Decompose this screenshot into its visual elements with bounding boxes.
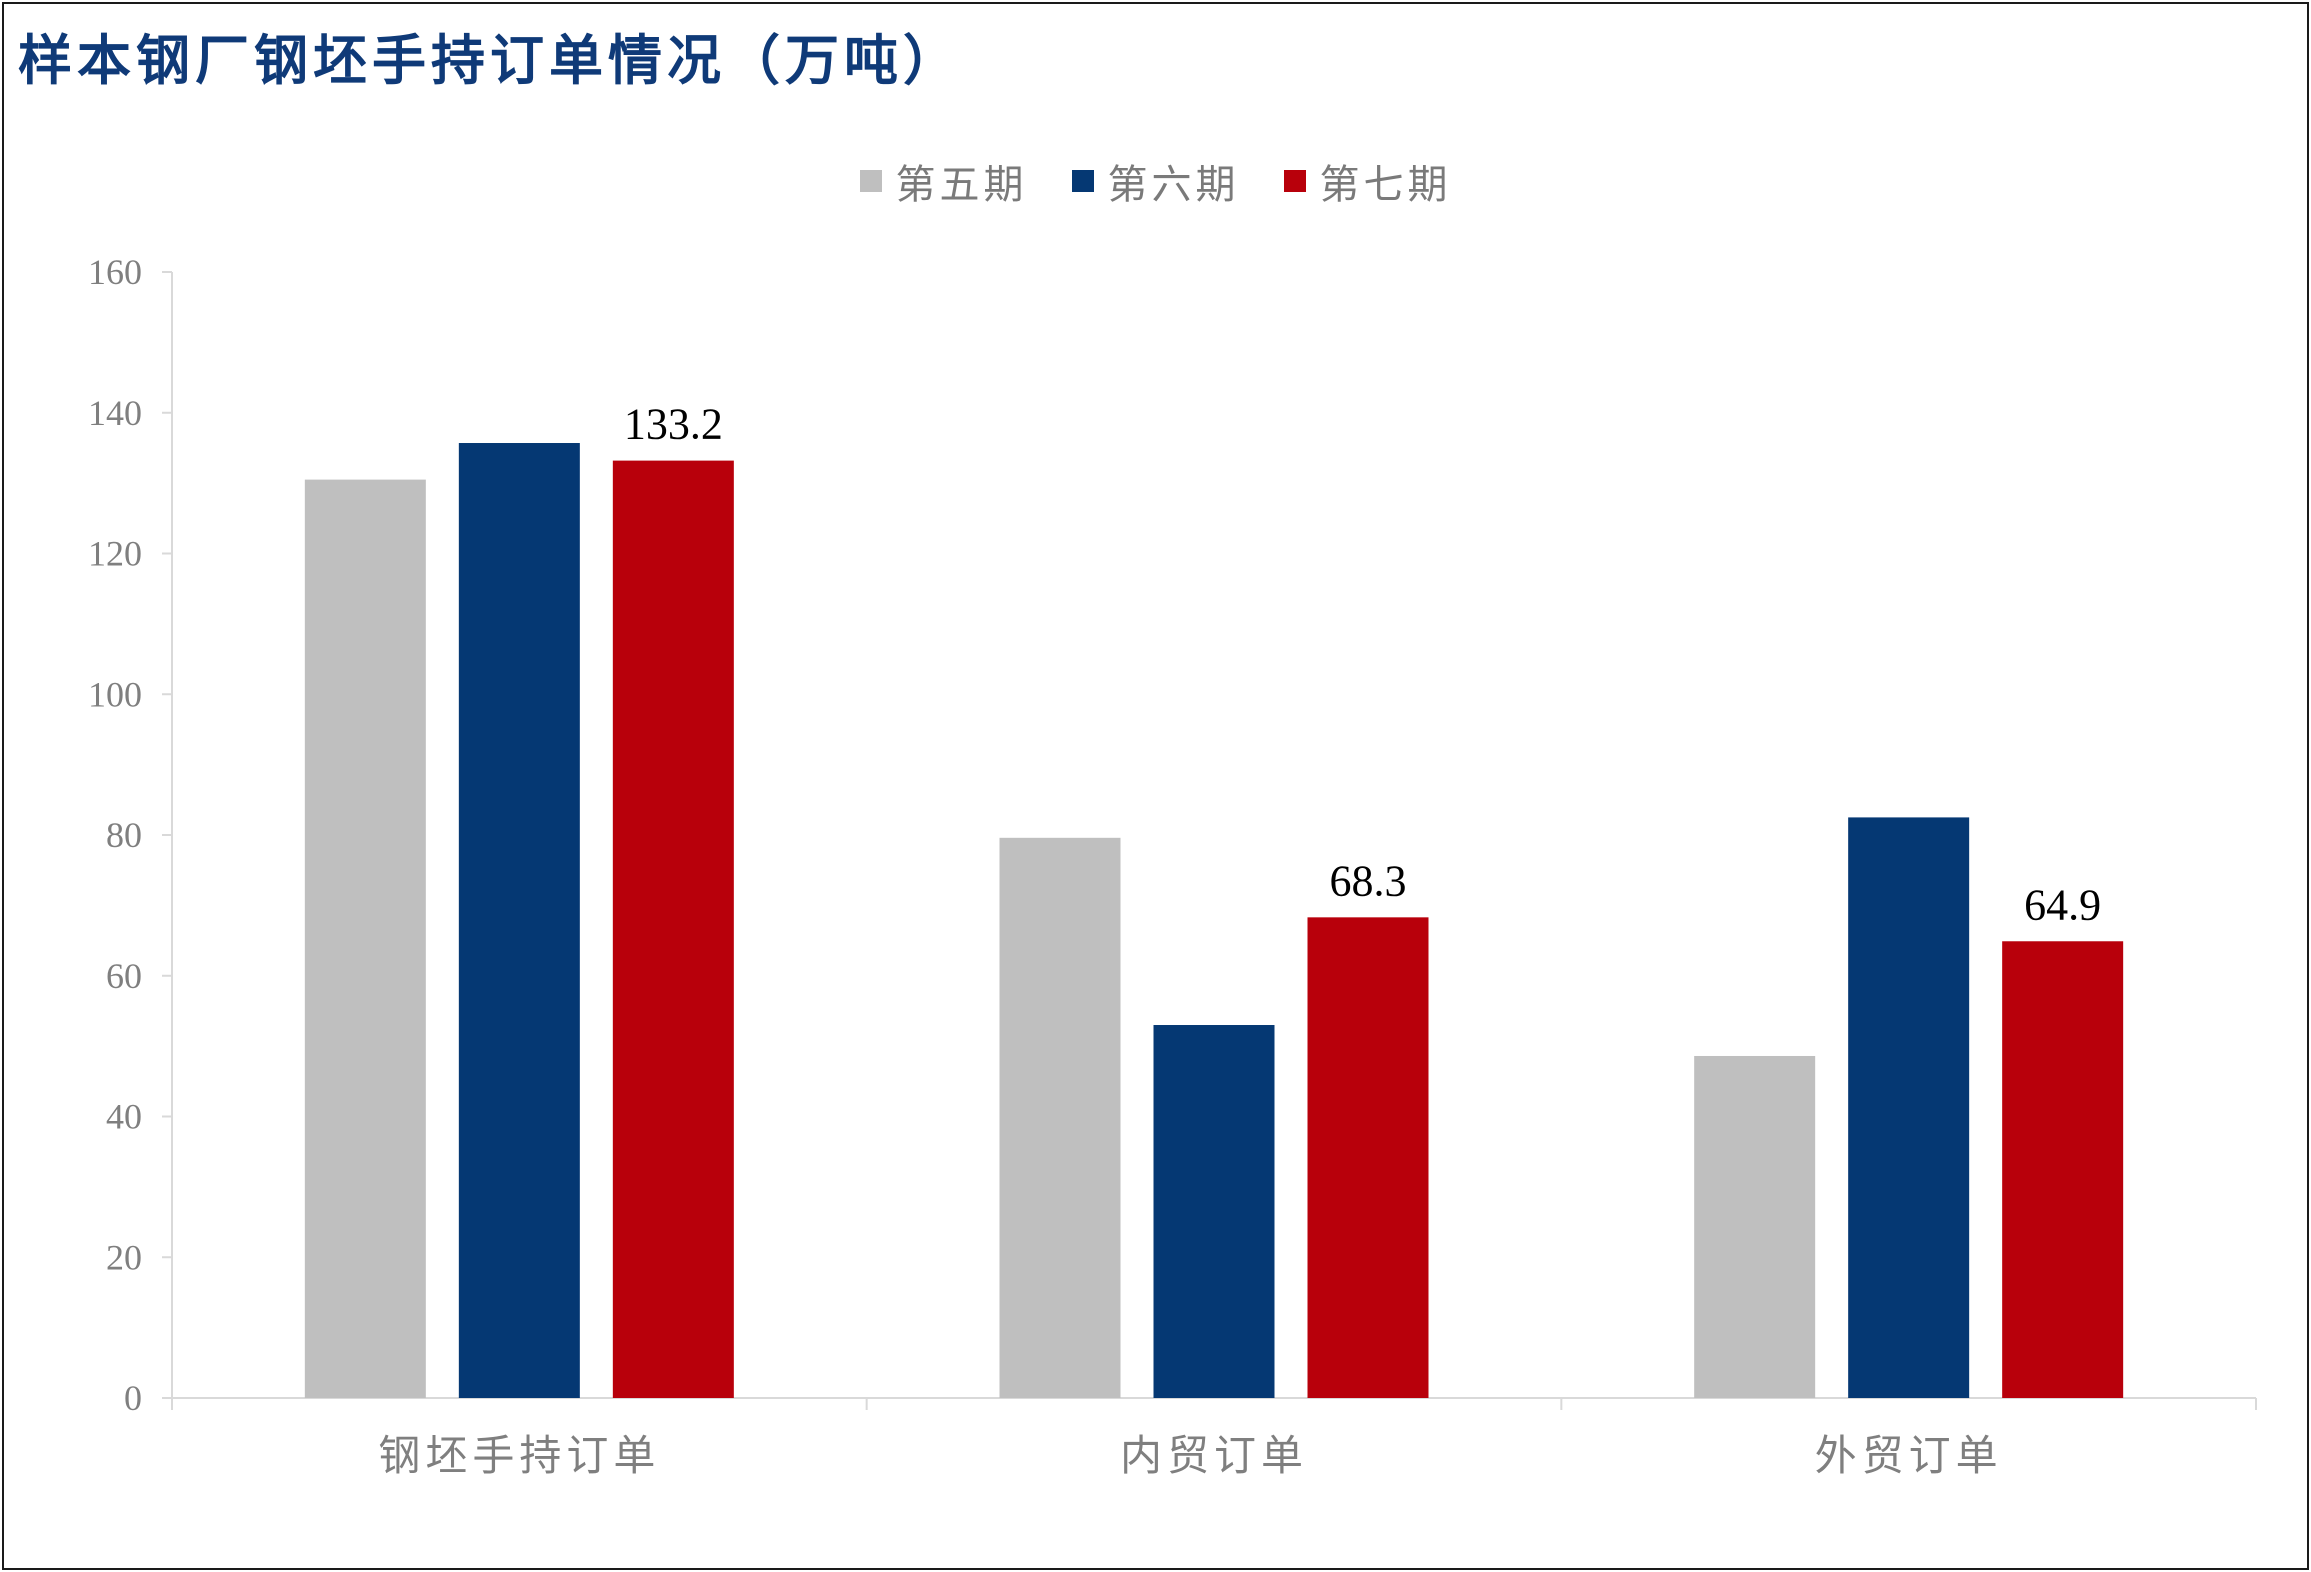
legend-item-series-3: 第七期 <box>1283 152 1452 210</box>
legend-swatch-series-2 <box>1071 170 1094 192</box>
legend-label-series-1: 第五期 <box>895 162 1028 208</box>
data-label: 64.9 <box>2024 880 2101 929</box>
legend-item-series-1: 第五期 <box>859 152 1028 210</box>
legend-swatch-series-1 <box>859 170 882 192</box>
data-label: 68.3 <box>1330 856 1407 905</box>
chart-title: 样本钢厂钢坯手持订单情况（万吨） <box>18 28 962 92</box>
bar-2-1 <box>458 443 580 1399</box>
x-category-label: 钢坯手持订单 <box>378 1431 660 1480</box>
legend: 第五期 第六期 第七期 <box>4 152 2307 210</box>
y-tick-label: 140 <box>88 393 142 433</box>
y-tick-label: 80 <box>106 815 142 855</box>
x-category-label: 外贸订单 <box>1815 1431 2003 1480</box>
y-tick-label: 40 <box>106 1097 142 1137</box>
bar-2-2 <box>1153 1025 1275 1398</box>
bar-2-3 <box>1848 817 1970 1398</box>
y-tick-label: 160 <box>88 252 142 292</box>
bar-3-3 <box>2002 941 2124 1398</box>
bar-1-3 <box>1694 1055 1816 1398</box>
legend-swatch-series-3 <box>1283 170 1306 192</box>
bar-1-1 <box>304 479 426 1398</box>
bar-3-1 <box>612 460 734 1399</box>
bar-3-2 <box>1307 917 1429 1398</box>
x-category-label: 内贸订单 <box>1120 1431 1308 1480</box>
legend-item-series-2: 第六期 <box>1071 152 1240 210</box>
y-tick-label: 60 <box>106 956 142 996</box>
legend-label-series-3: 第七期 <box>1319 162 1452 208</box>
y-tick-label: 0 <box>124 1378 142 1418</box>
y-tick-label: 120 <box>88 534 142 574</box>
y-tick-label: 100 <box>88 674 142 714</box>
bar-1-2 <box>999 837 1121 1398</box>
data-label: 133.2 <box>624 400 723 449</box>
y-tick-label: 20 <box>106 1237 142 1277</box>
legend-label-series-2: 第六期 <box>1107 162 1240 208</box>
bar-chart-plot: 0 20 40 60 80 100 120 140 160 133.2 钢坯手持订单 68.3 内贸订单… <box>88 252 2257 1480</box>
